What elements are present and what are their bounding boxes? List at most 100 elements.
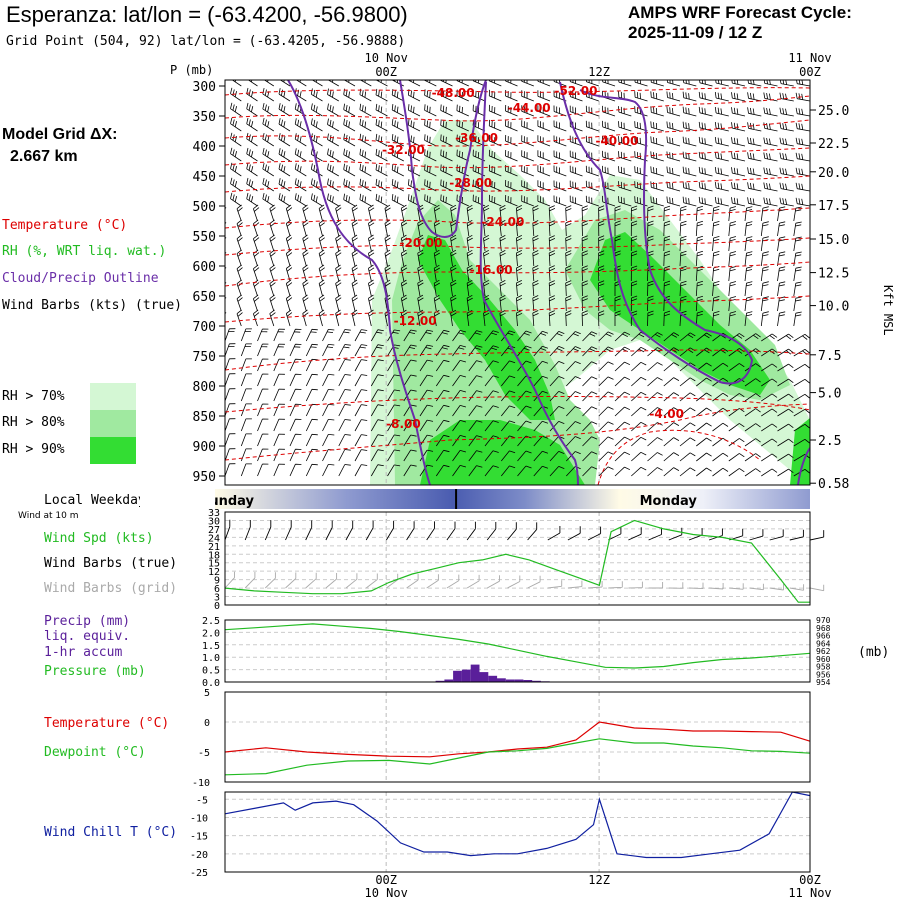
wind-barb	[278, 133, 291, 147]
wind-barb	[499, 250, 506, 267]
wind-barb	[391, 149, 404, 162]
wind-barb	[351, 279, 358, 297]
wind-barb	[602, 80, 616, 87]
wind-barb	[253, 309, 260, 327]
wind-barb	[631, 436, 647, 447]
wind-barb	[440, 104, 453, 117]
legend-wind-barbs-grid: Wind Barbs (grid)	[44, 581, 177, 596]
wind-barb	[499, 295, 506, 312]
wind-barb	[598, 265, 605, 282]
wind-barb	[424, 80, 437, 87]
wind-barb	[230, 117, 242, 132]
wind-barb	[335, 294, 342, 312]
wind-barb	[225, 463, 236, 477]
wind-barb	[257, 388, 269, 402]
wind-barb	[322, 434, 335, 447]
wind-barb	[318, 309, 325, 327]
wind-barb	[484, 330, 499, 342]
wind-barb	[354, 419, 368, 432]
wind-barb	[631, 346, 647, 357]
wind-barb	[403, 464, 417, 477]
wind-barb	[417, 249, 424, 267]
wind-barb	[262, 148, 275, 162]
wind-barb	[744, 378, 761, 387]
wind-barb	[698, 136, 713, 147]
temperature-axis: 5 0 -5 -10	[192, 688, 210, 789]
temperature-contour-label: -40.00	[595, 134, 638, 148]
wind-barb	[387, 449, 401, 462]
wind-barb	[468, 360, 483, 372]
wind-barb	[598, 310, 605, 327]
wind-barb	[370, 449, 384, 462]
rh90-region-upper	[418, 235, 555, 420]
wind-barb	[295, 80, 307, 87]
wind-barb	[763, 122, 778, 132]
wind-barb	[614, 235, 621, 251]
wind-barb	[262, 103, 275, 117]
wind-barb	[359, 193, 372, 207]
wind-barb	[763, 152, 778, 162]
wind-barb	[614, 295, 621, 311]
wind-barb	[679, 250, 687, 267]
wind-barb	[712, 266, 720, 282]
wind-barb	[225, 448, 236, 462]
wind-barb	[712, 296, 720, 312]
temperature-contour-label: -32.00	[382, 143, 425, 157]
wind-barb	[305, 418, 318, 432]
wind-barb	[553, 150, 567, 162]
wind-barb	[565, 265, 572, 282]
wind-barb	[354, 449, 368, 462]
bottom-hour-label: 12Z	[588, 873, 610, 887]
height-tick-label: 10.0	[818, 300, 849, 315]
pressure-series-line	[224, 623, 811, 669]
wind-barb	[760, 311, 769, 327]
wind-barb	[370, 359, 384, 372]
wind-speed-line-tick-label: 6	[214, 584, 220, 595]
wind-barb	[521, 180, 534, 192]
wind-barb	[500, 465, 516, 477]
wind-speed-line	[224, 519, 810, 603]
wind-barb	[225, 388, 236, 402]
grid-wind-barb	[628, 581, 643, 589]
wind-barb	[419, 434, 434, 447]
wind-barb	[484, 345, 499, 357]
pressure-line	[224, 623, 811, 669]
wind-barb	[760, 281, 769, 297]
wind-barb	[289, 373, 302, 387]
legend-temperature: Temperature (°C)	[2, 218, 128, 233]
wind-barb	[598, 361, 614, 372]
true-wind-barb	[809, 530, 825, 541]
wind-barb	[761, 468, 778, 477]
wind-barb	[793, 311, 802, 327]
wind-barb	[634, 91, 648, 102]
wind-chill-tick-label: -5	[196, 795, 208, 806]
wind-barb	[602, 135, 616, 147]
wind-barb	[417, 264, 424, 282]
bottom-date-label: 11 Nov	[788, 886, 831, 900]
wind-barb	[663, 250, 671, 267]
grid-wind-barb	[325, 573, 338, 589]
wind-chill-tick-label: -20	[190, 850, 208, 861]
wind-at-10m-label: Wind at 10 m	[18, 511, 78, 521]
wind-barb	[240, 448, 252, 462]
wind-barb	[666, 106, 681, 117]
wind-barb	[354, 464, 368, 477]
wind-barb	[585, 195, 599, 207]
wind-barb	[761, 363, 778, 372]
wind-barb	[631, 361, 647, 372]
wind-barb	[698, 166, 713, 177]
wind-barb	[777, 453, 794, 462]
wind-barb	[488, 80, 502, 87]
wind-barb	[484, 420, 499, 432]
wind-barb	[322, 374, 335, 387]
wind-barb	[809, 308, 810, 311]
true-wind-barb	[426, 521, 435, 541]
wind-barb	[696, 437, 712, 447]
wind-barb	[517, 345, 532, 357]
wind-barb	[257, 373, 269, 387]
wind-barb	[359, 148, 372, 162]
wind-barb	[225, 403, 236, 417]
wind-barb	[731, 167, 746, 177]
wind-barb	[696, 422, 712, 432]
